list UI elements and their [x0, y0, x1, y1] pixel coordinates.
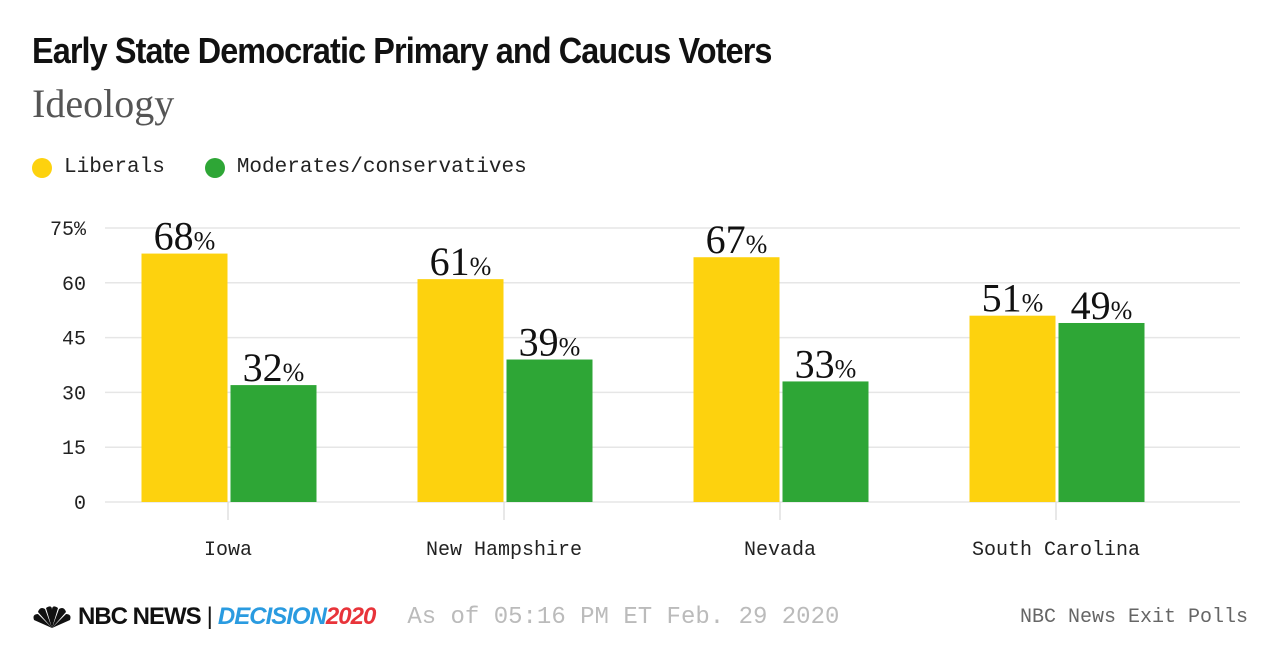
bar-moderates: [506, 359, 593, 502]
legend-swatch-liberals: [32, 157, 52, 178]
x-tick-label: Iowa: [204, 539, 252, 562]
data-label: 39%: [519, 320, 581, 365]
data-label: 61%: [430, 239, 492, 284]
y-tick-label: 75%: [50, 219, 87, 242]
bar-moderates: [230, 385, 317, 502]
bar-liberals: [141, 253, 228, 502]
bar-liberals: [969, 315, 1056, 502]
legend-label: Liberals: [64, 156, 165, 179]
decision-year: 2020: [325, 603, 376, 630]
bar-moderates: [782, 381, 869, 502]
data-label: 51%: [982, 276, 1044, 321]
data-label: 33%: [795, 341, 857, 386]
y-tick-label: 60: [62, 274, 86, 297]
bar-liberals: [693, 257, 780, 502]
timestamp: As of 05:16 PM ET Feb. 29 2020: [407, 603, 840, 631]
decision-label: DECISION: [217, 603, 327, 630]
source-label: NBC News Exit Polls: [1019, 605, 1248, 629]
x-tick-label: Nevada: [744, 539, 816, 562]
legend-item-liberals: Liberals: [32, 156, 165, 179]
peacock-icon: [33, 606, 71, 628]
bar-liberals: [417, 279, 504, 502]
nbc-decision-logo: NBC NEWS | DECISION 2020: [32, 603, 376, 631]
y-tick-label: 30: [62, 383, 86, 406]
data-label: 32%: [243, 345, 305, 390]
nbc-news-brand: NBC NEWS: [78, 603, 202, 630]
data-label: 67%: [706, 217, 768, 262]
y-tick-label: 15: [62, 438, 86, 461]
legend: Liberals Moderates/conservatives: [32, 156, 567, 179]
footer: NBC NEWS | DECISION 2020 As of 05:16 PM …: [32, 600, 1248, 634]
legend-label: Moderates/conservatives: [236, 156, 527, 179]
bar-moderates: [1058, 322, 1145, 502]
chart-title: Early State Democratic Primary and Caucu…: [32, 30, 772, 71]
brand-separator: |: [206, 603, 213, 630]
y-tick-label: 0: [74, 493, 86, 516]
x-tick-label: New Hampshire: [426, 539, 582, 562]
legend-swatch-moderates: [204, 157, 225, 178]
y-tick-label: 45: [62, 329, 86, 352]
data-label: 49%: [1071, 283, 1133, 328]
legend-item-moderates: Moderates/conservatives: [204, 156, 527, 179]
bar-chart: 0 15 30 45 60 75% Iowa 68% 32% New Hampshire 61% 39…: [50, 214, 1240, 562]
x-tick-label: South Carolina: [972, 539, 1140, 562]
data-label: 68%: [154, 214, 216, 259]
chart-subtitle: Ideology: [32, 81, 175, 126]
